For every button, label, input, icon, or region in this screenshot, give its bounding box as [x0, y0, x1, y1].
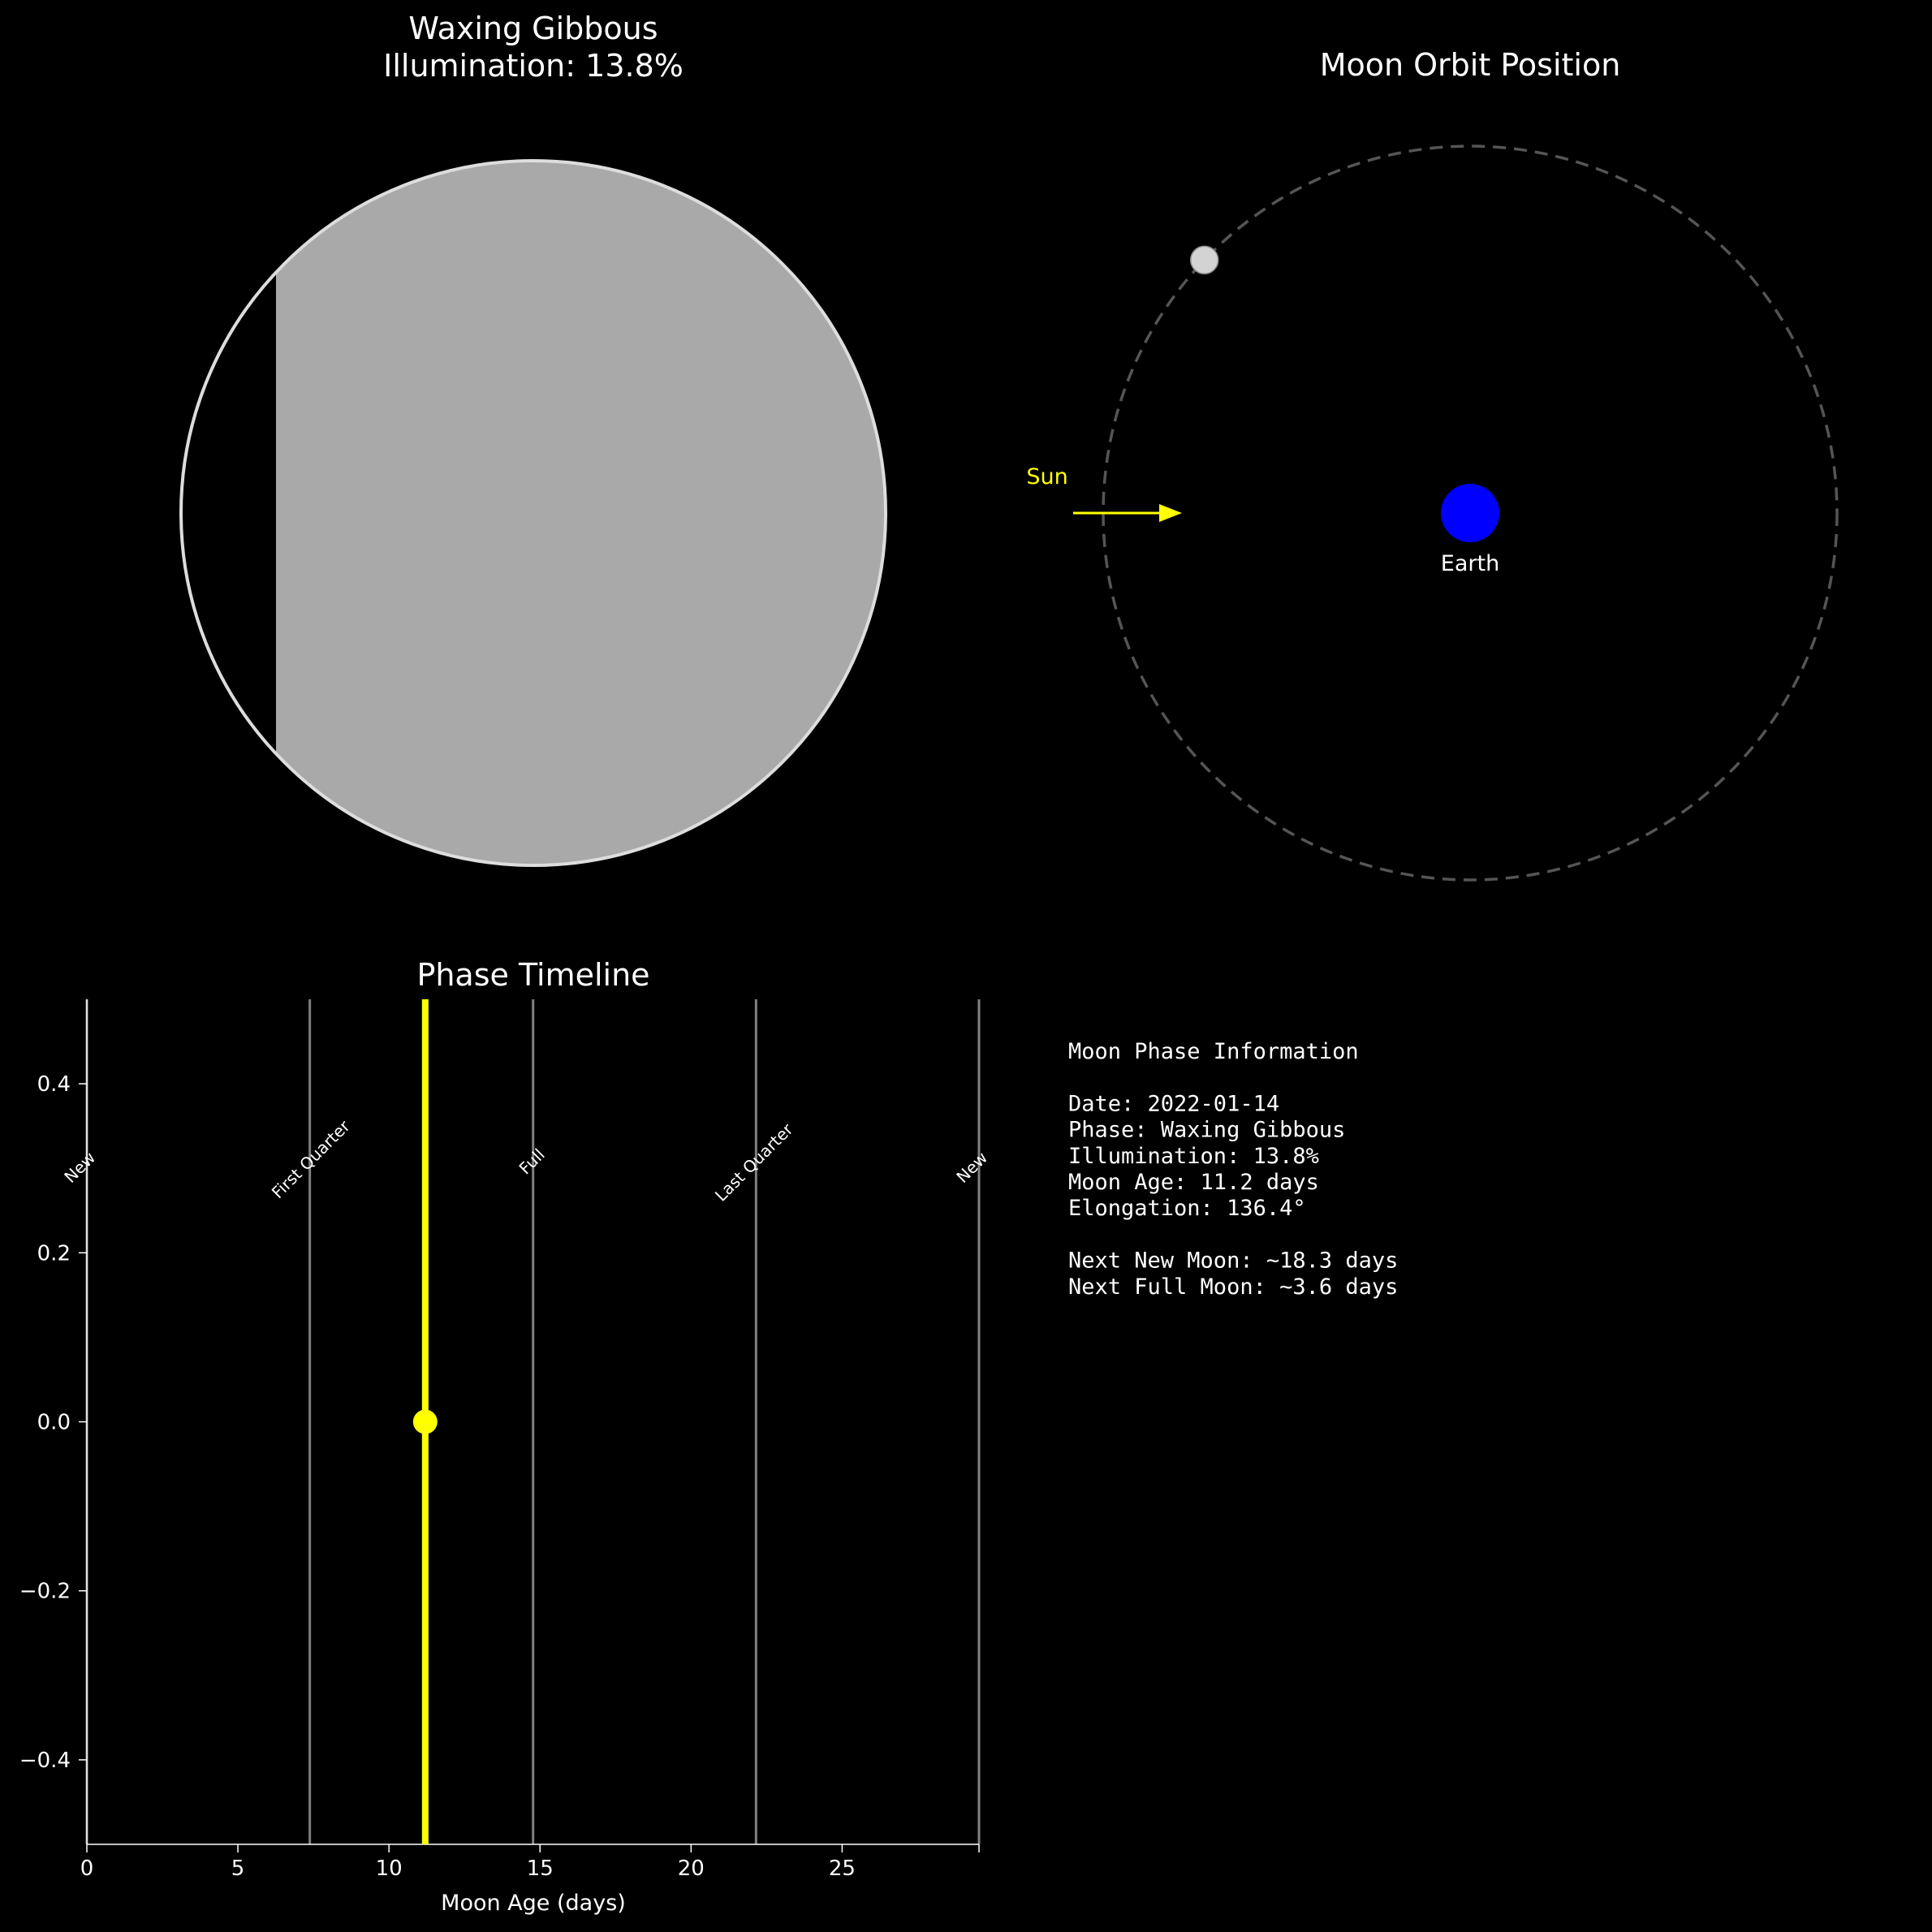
x-tick-label-1: 5: [231, 1857, 245, 1881]
x-tick-label-5: 25: [829, 1857, 856, 1881]
moon-info-panel: Moon Phase Information Date: 2022-01-14Ph…: [1068, 1039, 1398, 1300]
x-axis-label: Moon Age (days): [441, 1891, 626, 1916]
info-line-2: Date: 2022-01-14: [1068, 1091, 1279, 1116]
x-tick-label-2: 10: [376, 1857, 403, 1881]
earth-label: Earth: [1441, 551, 1499, 576]
y-tick-label-1: 0.2: [37, 1241, 71, 1266]
x-ticks: 0 5 10 15 20 25: [80, 1844, 980, 1881]
moon-lit-region: [276, 161, 886, 865]
current-age-point: [412, 1409, 438, 1434]
orbit-panel: Moon Orbit Position Earth Sun: [1026, 47, 1839, 882]
info-line-4: Illumination: 13.8%: [1068, 1144, 1319, 1169]
info-line-5: Moon Age: 11.2 days: [1068, 1170, 1319, 1195]
x-tick-label-0: 0: [80, 1857, 94, 1881]
moon-phase-panel: Waxing Gibbous Illumination: 13.8%: [179, 11, 887, 867]
x-tick-label-3: 15: [527, 1857, 554, 1881]
info-line-6: Elongation: 136.4°: [1068, 1196, 1306, 1221]
y-tick-label-2: 0.0: [37, 1411, 71, 1435]
info-line-3: Phase: Waxing Gibbous: [1068, 1118, 1345, 1143]
earth-marker: [1441, 484, 1499, 542]
phase-title-line1: Waxing Gibbous: [408, 11, 658, 46]
info-line-0: Moon Phase Information: [1068, 1039, 1359, 1064]
moon-position-marker: [1189, 245, 1219, 275]
x-tick-label-4: 20: [678, 1857, 705, 1881]
moon-outline: [179, 159, 887, 867]
y-tick-label-0: 0.4: [37, 1072, 71, 1097]
info-line-8: Next New Moon: ~18.3 days: [1068, 1248, 1398, 1274]
phase-title-line2: Illumination: 13.8%: [383, 48, 684, 84]
orbit-title: Moon Orbit Position: [1320, 47, 1621, 83]
y-ticks: 0.4 0.2 0.0 −0.2 −0.4: [19, 1072, 87, 1773]
info-line-9: Next Full Moon: ~3.6 days: [1068, 1274, 1398, 1300]
y-tick-label-4: −0.4: [19, 1749, 71, 1773]
timeline-title: Phase Timeline: [416, 957, 649, 993]
sun-arrow-head: [1159, 504, 1182, 522]
y-tick-label-3: −0.2: [19, 1580, 71, 1604]
sun-label: Sun: [1026, 464, 1067, 489]
